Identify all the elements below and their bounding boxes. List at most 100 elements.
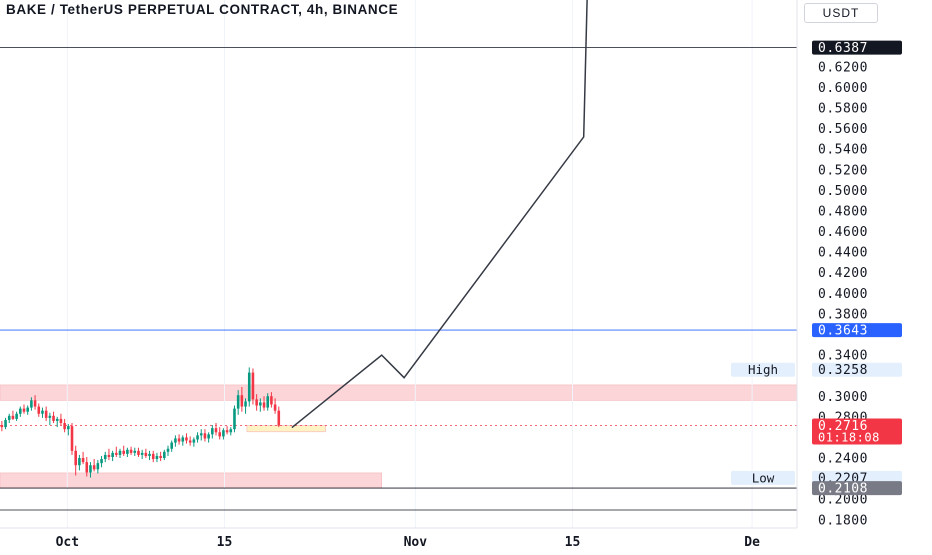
projection-path[interactable] [291, 0, 588, 429]
y-tick-label: 0.5000 [818, 184, 868, 199]
candle [225, 430, 229, 433]
candle [30, 400, 33, 408]
candle [236, 395, 240, 409]
candle [240, 395, 244, 407]
candle [126, 449, 129, 454]
candle [26, 407, 29, 412]
candle [140, 452, 144, 455]
candle [19, 408, 22, 414]
y-tick-label: 0.5600 [818, 122, 868, 137]
candle [214, 428, 218, 433]
candle [78, 458, 81, 466]
blue-line-tag[interactable] [812, 323, 902, 338]
last-price-tag-countdown: 01:18:08 [818, 430, 880, 444]
candle [67, 426, 70, 430]
low-line-tag[interactable] [812, 481, 902, 496]
high-label-value: 0.3258 [818, 363, 868, 378]
candle [166, 448, 170, 452]
y-tick-label: 0.2400 [818, 452, 868, 467]
high-label: High [748, 362, 778, 377]
currency-button[interactable]: USDT [804, 3, 878, 23]
candle [170, 442, 173, 449]
candle [129, 449, 133, 453]
candle [192, 439, 196, 443]
y-tick-label: 0.5200 [818, 163, 868, 178]
candle [96, 463, 100, 470]
candle [4, 419, 7, 428]
y-tick-label: 0.6000 [818, 81, 868, 96]
candle [52, 415, 55, 421]
candle [207, 434, 210, 439]
candle [133, 450, 137, 453]
candle [247, 372, 251, 402]
low-line-tag-value: 0.2108 [818, 482, 868, 497]
candle [229, 429, 233, 433]
price-axis[interactable] [797, 0, 932, 550]
candle [100, 459, 103, 464]
x-tick-label: 15 [217, 535, 233, 550]
y-tick-label: 0.1800 [818, 513, 868, 528]
y-tick-label: 0.4800 [818, 204, 868, 219]
candle [11, 415, 15, 419]
resistance-zone[interactable] [0, 384, 798, 401]
x-tick-label: Oct [56, 535, 79, 550]
candle [0, 425, 4, 428]
y-tick-label: 0.4200 [818, 266, 868, 281]
y-tick-label: 0.5800 [818, 102, 868, 117]
candle [7, 415, 11, 420]
candle [118, 450, 122, 455]
high-label-box [731, 362, 795, 377]
x-tick-label: 15 [565, 535, 581, 550]
candle [89, 465, 92, 473]
candle [188, 440, 192, 443]
candle [196, 435, 199, 440]
blue-line-tag-value: 0.3643 [818, 324, 868, 339]
candle [41, 410, 44, 414]
last-price-tag[interactable] [812, 418, 902, 445]
candle [262, 402, 266, 408]
candle [211, 428, 214, 435]
candle [244, 401, 247, 407]
candle [159, 455, 162, 459]
candle [255, 399, 258, 406]
candle [218, 432, 221, 437]
y-tick-label: 0.6200 [818, 60, 868, 75]
candle [163, 451, 166, 459]
candle [103, 454, 107, 460]
candle [115, 452, 118, 455]
candle [70, 426, 74, 451]
candle [74, 450, 77, 466]
candle [15, 413, 18, 419]
candle [122, 450, 125, 454]
entry-zone[interactable] [246, 425, 326, 433]
candle [144, 452, 148, 456]
y-tick-label: 0.2000 [818, 493, 868, 508]
candle [155, 455, 159, 460]
candle [22, 408, 26, 412]
candle [177, 438, 181, 442]
candle [270, 396, 273, 405]
top-line-tag[interactable] [812, 40, 902, 55]
candle [37, 406, 41, 414]
candle [233, 408, 236, 430]
y-tick-label: 0.3800 [818, 307, 868, 322]
candle [63, 423, 66, 430]
support-zone[interactable] [0, 472, 382, 489]
candle [259, 402, 262, 406]
candle [203, 433, 207, 439]
candle [251, 372, 255, 400]
candle [48, 415, 52, 418]
y-tick-label: 0.3400 [818, 349, 868, 364]
top-line-tag-value: 0.6387 [818, 41, 868, 56]
low-label: Low [752, 470, 775, 485]
candle [148, 453, 151, 456]
last-price-tag-value: 0.2716 [818, 419, 868, 434]
candle [107, 454, 111, 457]
candle [199, 433, 203, 436]
candle [277, 410, 281, 426]
candle [273, 404, 277, 411]
x-tick-label: Nov [404, 535, 428, 550]
candle [85, 462, 89, 473]
